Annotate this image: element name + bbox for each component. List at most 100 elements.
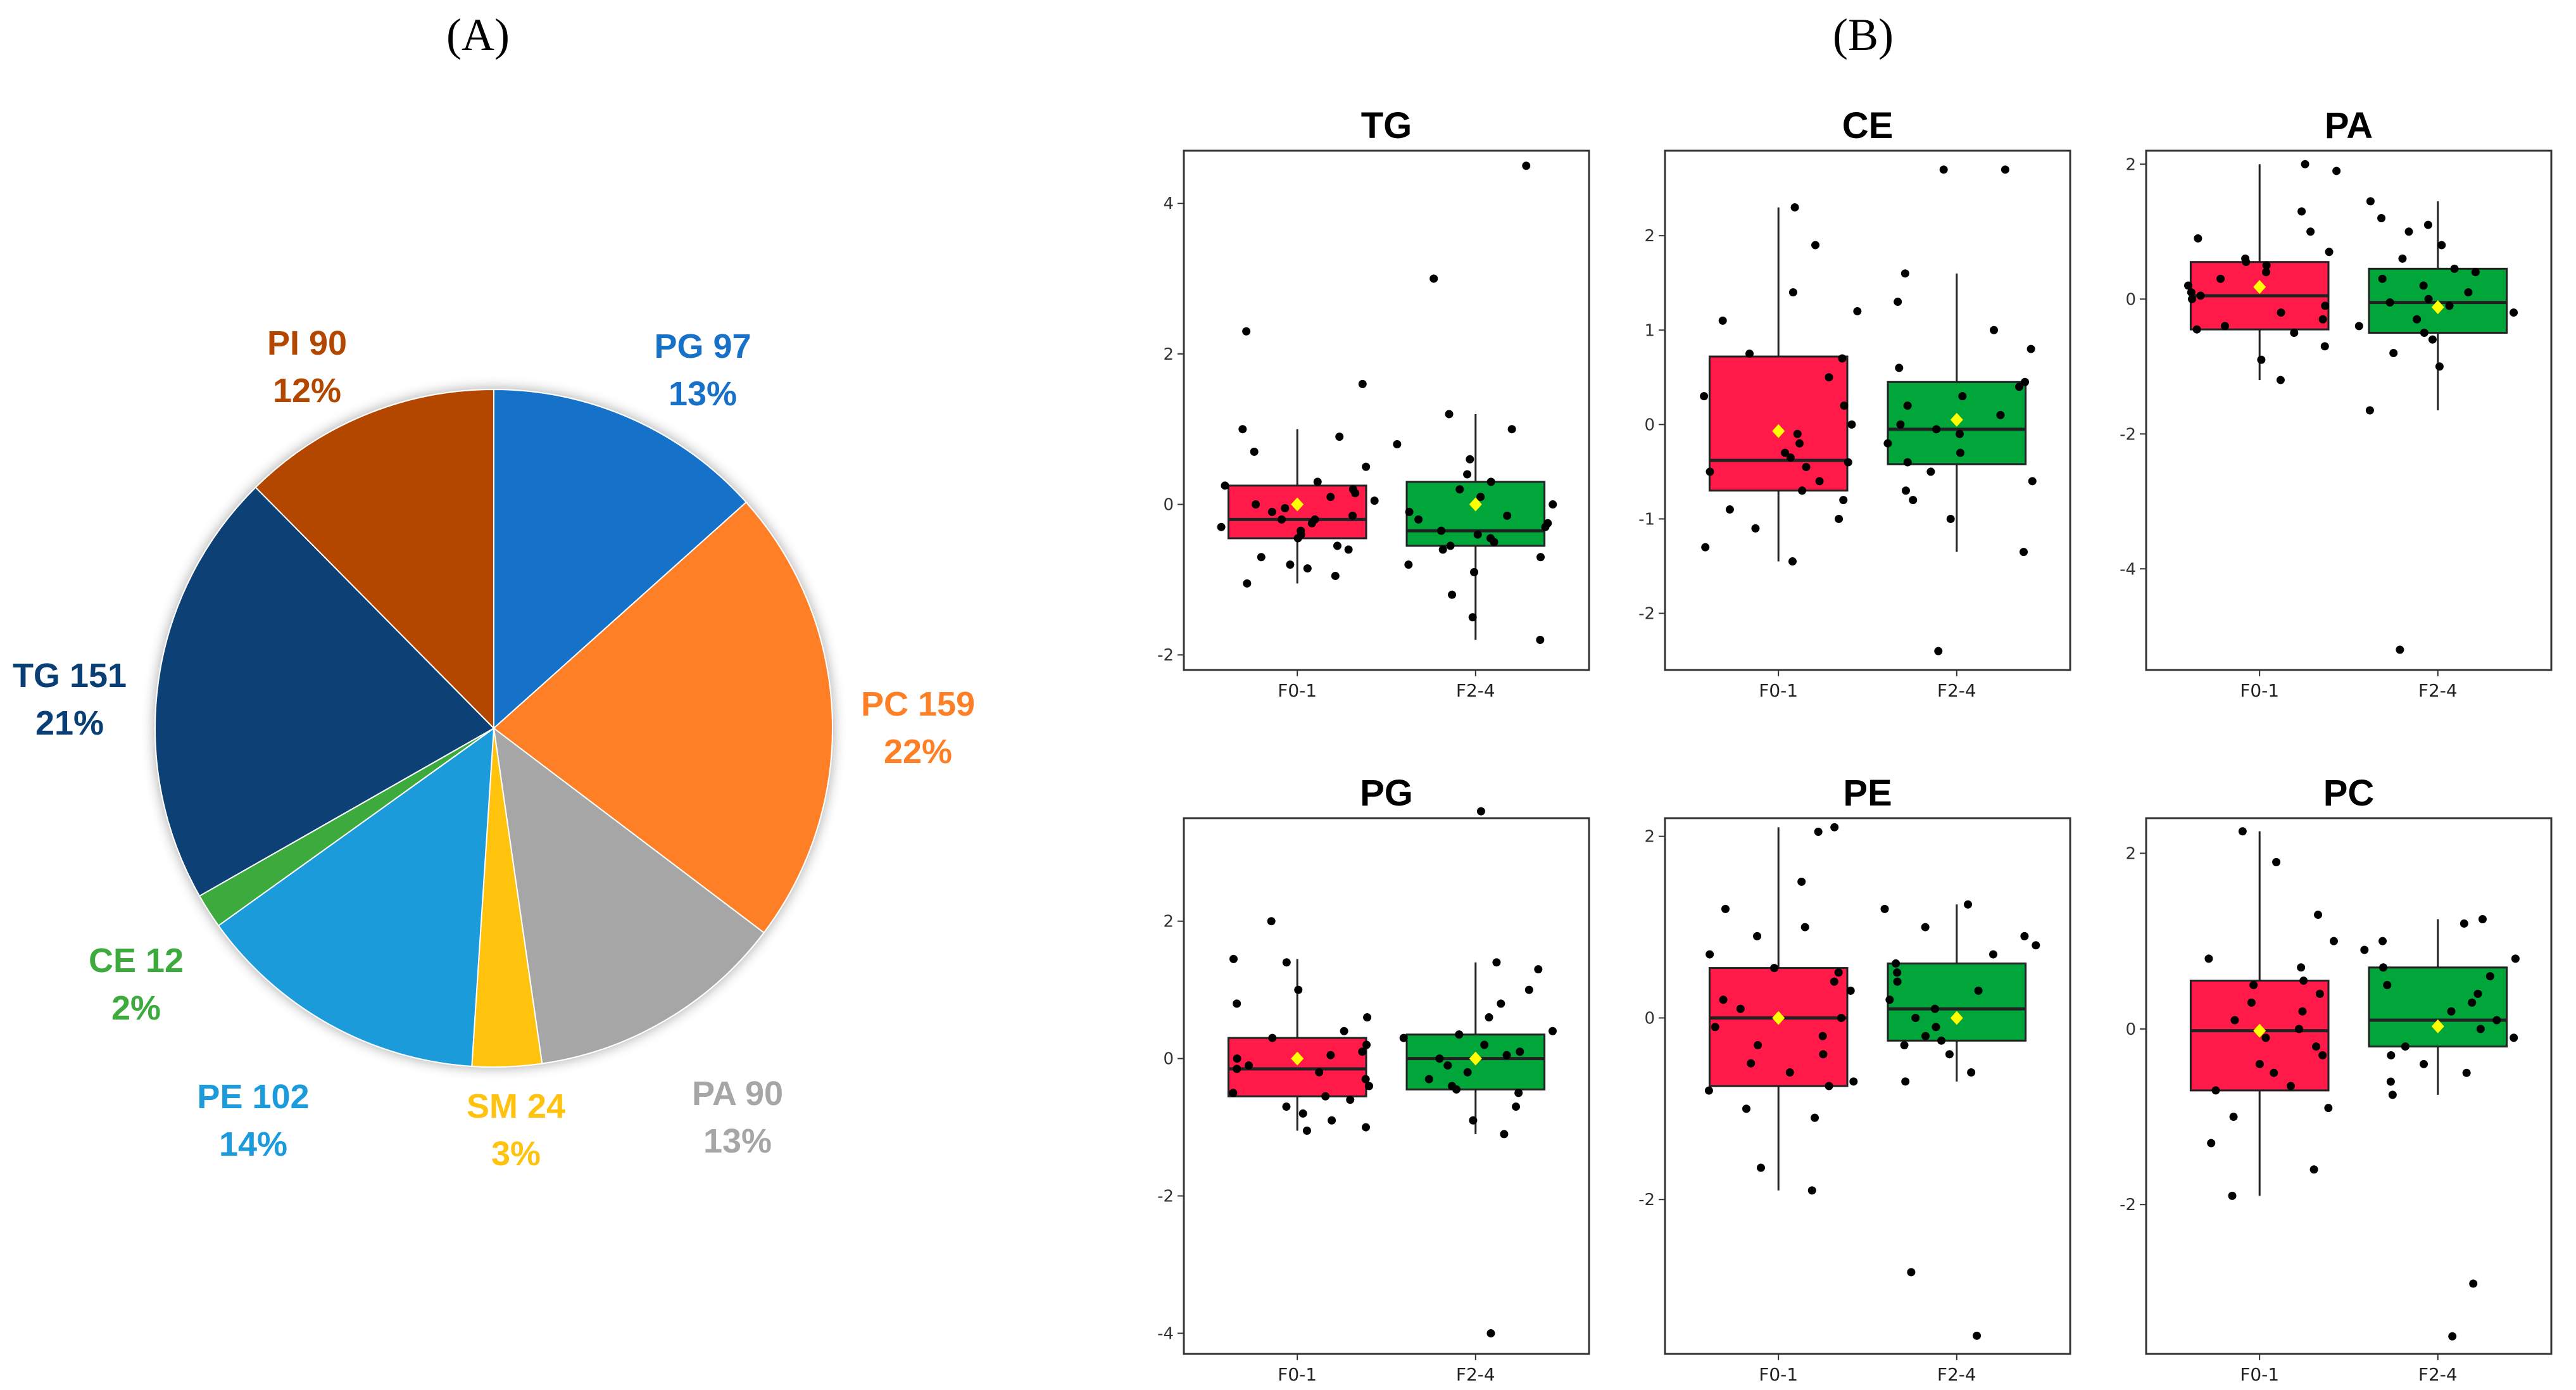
y-tick-label: -4 bbox=[1157, 1324, 1174, 1343]
data-point bbox=[2238, 827, 2247, 836]
data-point bbox=[1893, 968, 1902, 977]
data-point bbox=[1853, 306, 1862, 315]
data-point bbox=[1448, 590, 1457, 599]
y-tick-label: 0 bbox=[2125, 1020, 2136, 1039]
data-point bbox=[2469, 1279, 2478, 1288]
data-point bbox=[1486, 1329, 1495, 1337]
mean-marker bbox=[2253, 1023, 2266, 1038]
data-point bbox=[1331, 571, 1340, 580]
pie-label-tg: TG 151 bbox=[13, 657, 127, 695]
box-f0-1 bbox=[1708, 967, 1849, 1087]
data-point bbox=[2366, 197, 2375, 206]
data-point bbox=[2262, 261, 2271, 270]
data-point bbox=[1512, 1103, 1521, 1111]
data-point bbox=[1921, 923, 1930, 932]
y-tick-label: 2 bbox=[1163, 913, 1174, 932]
data-point bbox=[2318, 315, 2327, 324]
y-tick-label: -1 bbox=[1638, 510, 1655, 529]
data-point bbox=[1238, 425, 1247, 434]
mean-marker bbox=[2431, 1019, 2444, 1033]
boxplot-pc: PC -2 0 2 F0-1 F2-4 bbox=[2120, 773, 2553, 1385]
data-point bbox=[1785, 1068, 1794, 1077]
data-point bbox=[1797, 877, 1806, 886]
x-category-label: F2-4 bbox=[2418, 1364, 2458, 1385]
data-point bbox=[1278, 515, 1286, 524]
data-point bbox=[1328, 1116, 1336, 1125]
data-point bbox=[2360, 945, 2369, 954]
pie-label-pct-tg: 21% bbox=[35, 704, 104, 742]
data-point bbox=[1786, 453, 1795, 462]
data-point bbox=[2423, 220, 2432, 229]
data-point bbox=[1921, 1032, 1930, 1040]
y-tick-label: 1 bbox=[1644, 321, 1655, 340]
boxplot-pe: PE -2 0 2 F0-1 F2-4 bbox=[1638, 773, 2071, 1385]
plot-frame bbox=[1183, 149, 1590, 671]
data-point bbox=[1900, 1040, 1909, 1049]
data-point bbox=[1894, 298, 1902, 306]
data-point bbox=[1507, 425, 1516, 434]
data-point bbox=[1257, 553, 1266, 562]
boxplot-tg: TG -2 0 2 4 F0-1 F2-4 bbox=[1157, 105, 1590, 701]
data-point bbox=[1503, 511, 1512, 520]
data-point bbox=[2032, 941, 2040, 950]
data-point bbox=[2015, 382, 2024, 391]
x-category-label: F0-1 bbox=[1278, 680, 1317, 701]
mean-marker bbox=[1469, 1051, 1482, 1066]
y-tick-label: 2 bbox=[1644, 227, 1655, 246]
data-point bbox=[2389, 348, 2398, 357]
data-point bbox=[1800, 923, 1809, 932]
data-point bbox=[1880, 904, 1889, 913]
mean-marker bbox=[1950, 1011, 1963, 1025]
pie-label-pe: PE 102 bbox=[197, 1078, 309, 1116]
data-point bbox=[1282, 958, 1291, 967]
data-point bbox=[1721, 904, 1730, 913]
data-point bbox=[2385, 298, 2394, 307]
pie-label-count: 97 bbox=[703, 327, 751, 365]
data-point bbox=[1549, 1027, 1557, 1035]
y-tick-label: 0 bbox=[2125, 290, 2136, 309]
data-point bbox=[1814, 828, 1823, 837]
data-point bbox=[2324, 1104, 2333, 1113]
data-point bbox=[1903, 458, 1912, 467]
data-point bbox=[1310, 515, 1319, 524]
data-point bbox=[2020, 932, 2029, 940]
pie-label-name: TG bbox=[13, 657, 60, 695]
data-point bbox=[1370, 496, 1379, 505]
x-category-label: F0-1 bbox=[1759, 1364, 1798, 1385]
data-point bbox=[1250, 447, 1259, 456]
data-point bbox=[2299, 976, 2308, 985]
data-point bbox=[1989, 950, 1997, 959]
data-point bbox=[1946, 514, 1955, 523]
data-point bbox=[1361, 1075, 1370, 1084]
data-point bbox=[1745, 350, 1754, 358]
data-point bbox=[1711, 1023, 1719, 1032]
data-point bbox=[1700, 392, 1709, 401]
data-point bbox=[2255, 1059, 2264, 1068]
data-point bbox=[2312, 1042, 2321, 1051]
y-tick-label: 0 bbox=[1644, 1009, 1655, 1028]
x-category-label: F2-4 bbox=[1937, 1364, 1976, 1385]
x-category-label: F0-1 bbox=[1278, 1364, 1317, 1385]
data-point bbox=[1233, 1065, 1241, 1073]
data-point bbox=[1756, 1163, 1765, 1172]
data-point bbox=[1268, 1033, 1277, 1042]
data-point bbox=[1502, 1051, 1511, 1059]
mean-marker bbox=[1291, 497, 1304, 512]
data-point bbox=[2378, 937, 2387, 945]
data-point bbox=[1362, 462, 1371, 471]
data-point bbox=[1229, 1089, 1238, 1097]
pie-label-count: 90 bbox=[736, 1075, 783, 1113]
data-point bbox=[2204, 954, 2213, 963]
data-point bbox=[2448, 1332, 2457, 1341]
y-tick-label: 4 bbox=[1163, 194, 1174, 213]
y-tick-label: -4 bbox=[2120, 560, 2136, 579]
data-point bbox=[1798, 486, 1807, 495]
data-point bbox=[2286, 1082, 2295, 1090]
data-point bbox=[1725, 505, 1734, 514]
data-point bbox=[1363, 1013, 1372, 1022]
data-point bbox=[2187, 294, 2196, 303]
y-tick-label: -2 bbox=[1638, 605, 1655, 624]
pie-label-pct-ce: 2% bbox=[111, 989, 161, 1027]
data-point bbox=[1818, 1032, 1827, 1040]
data-point bbox=[2398, 254, 2407, 263]
